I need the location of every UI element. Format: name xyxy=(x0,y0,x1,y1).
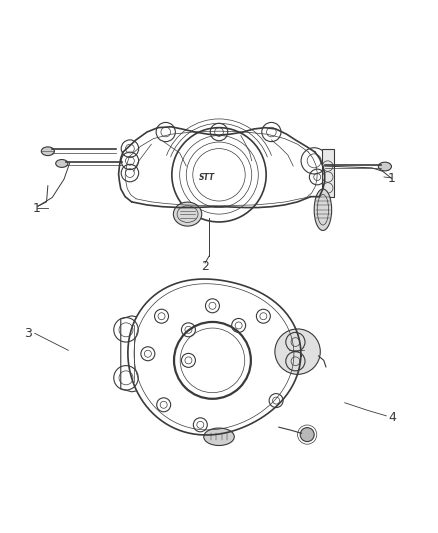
Bar xyxy=(321,149,334,197)
Text: 1: 1 xyxy=(388,172,396,185)
Circle shape xyxy=(300,427,314,441)
Ellipse shape xyxy=(314,189,332,230)
Ellipse shape xyxy=(173,202,202,226)
Ellipse shape xyxy=(378,162,392,171)
Text: STT: STT xyxy=(199,173,215,182)
Text: 3: 3 xyxy=(24,327,32,340)
Text: 2: 2 xyxy=(201,260,209,273)
Ellipse shape xyxy=(41,147,54,156)
Text: 4: 4 xyxy=(389,410,397,424)
Ellipse shape xyxy=(204,428,234,446)
Circle shape xyxy=(275,329,320,374)
Ellipse shape xyxy=(56,159,68,167)
Text: 1: 1 xyxy=(33,202,41,215)
